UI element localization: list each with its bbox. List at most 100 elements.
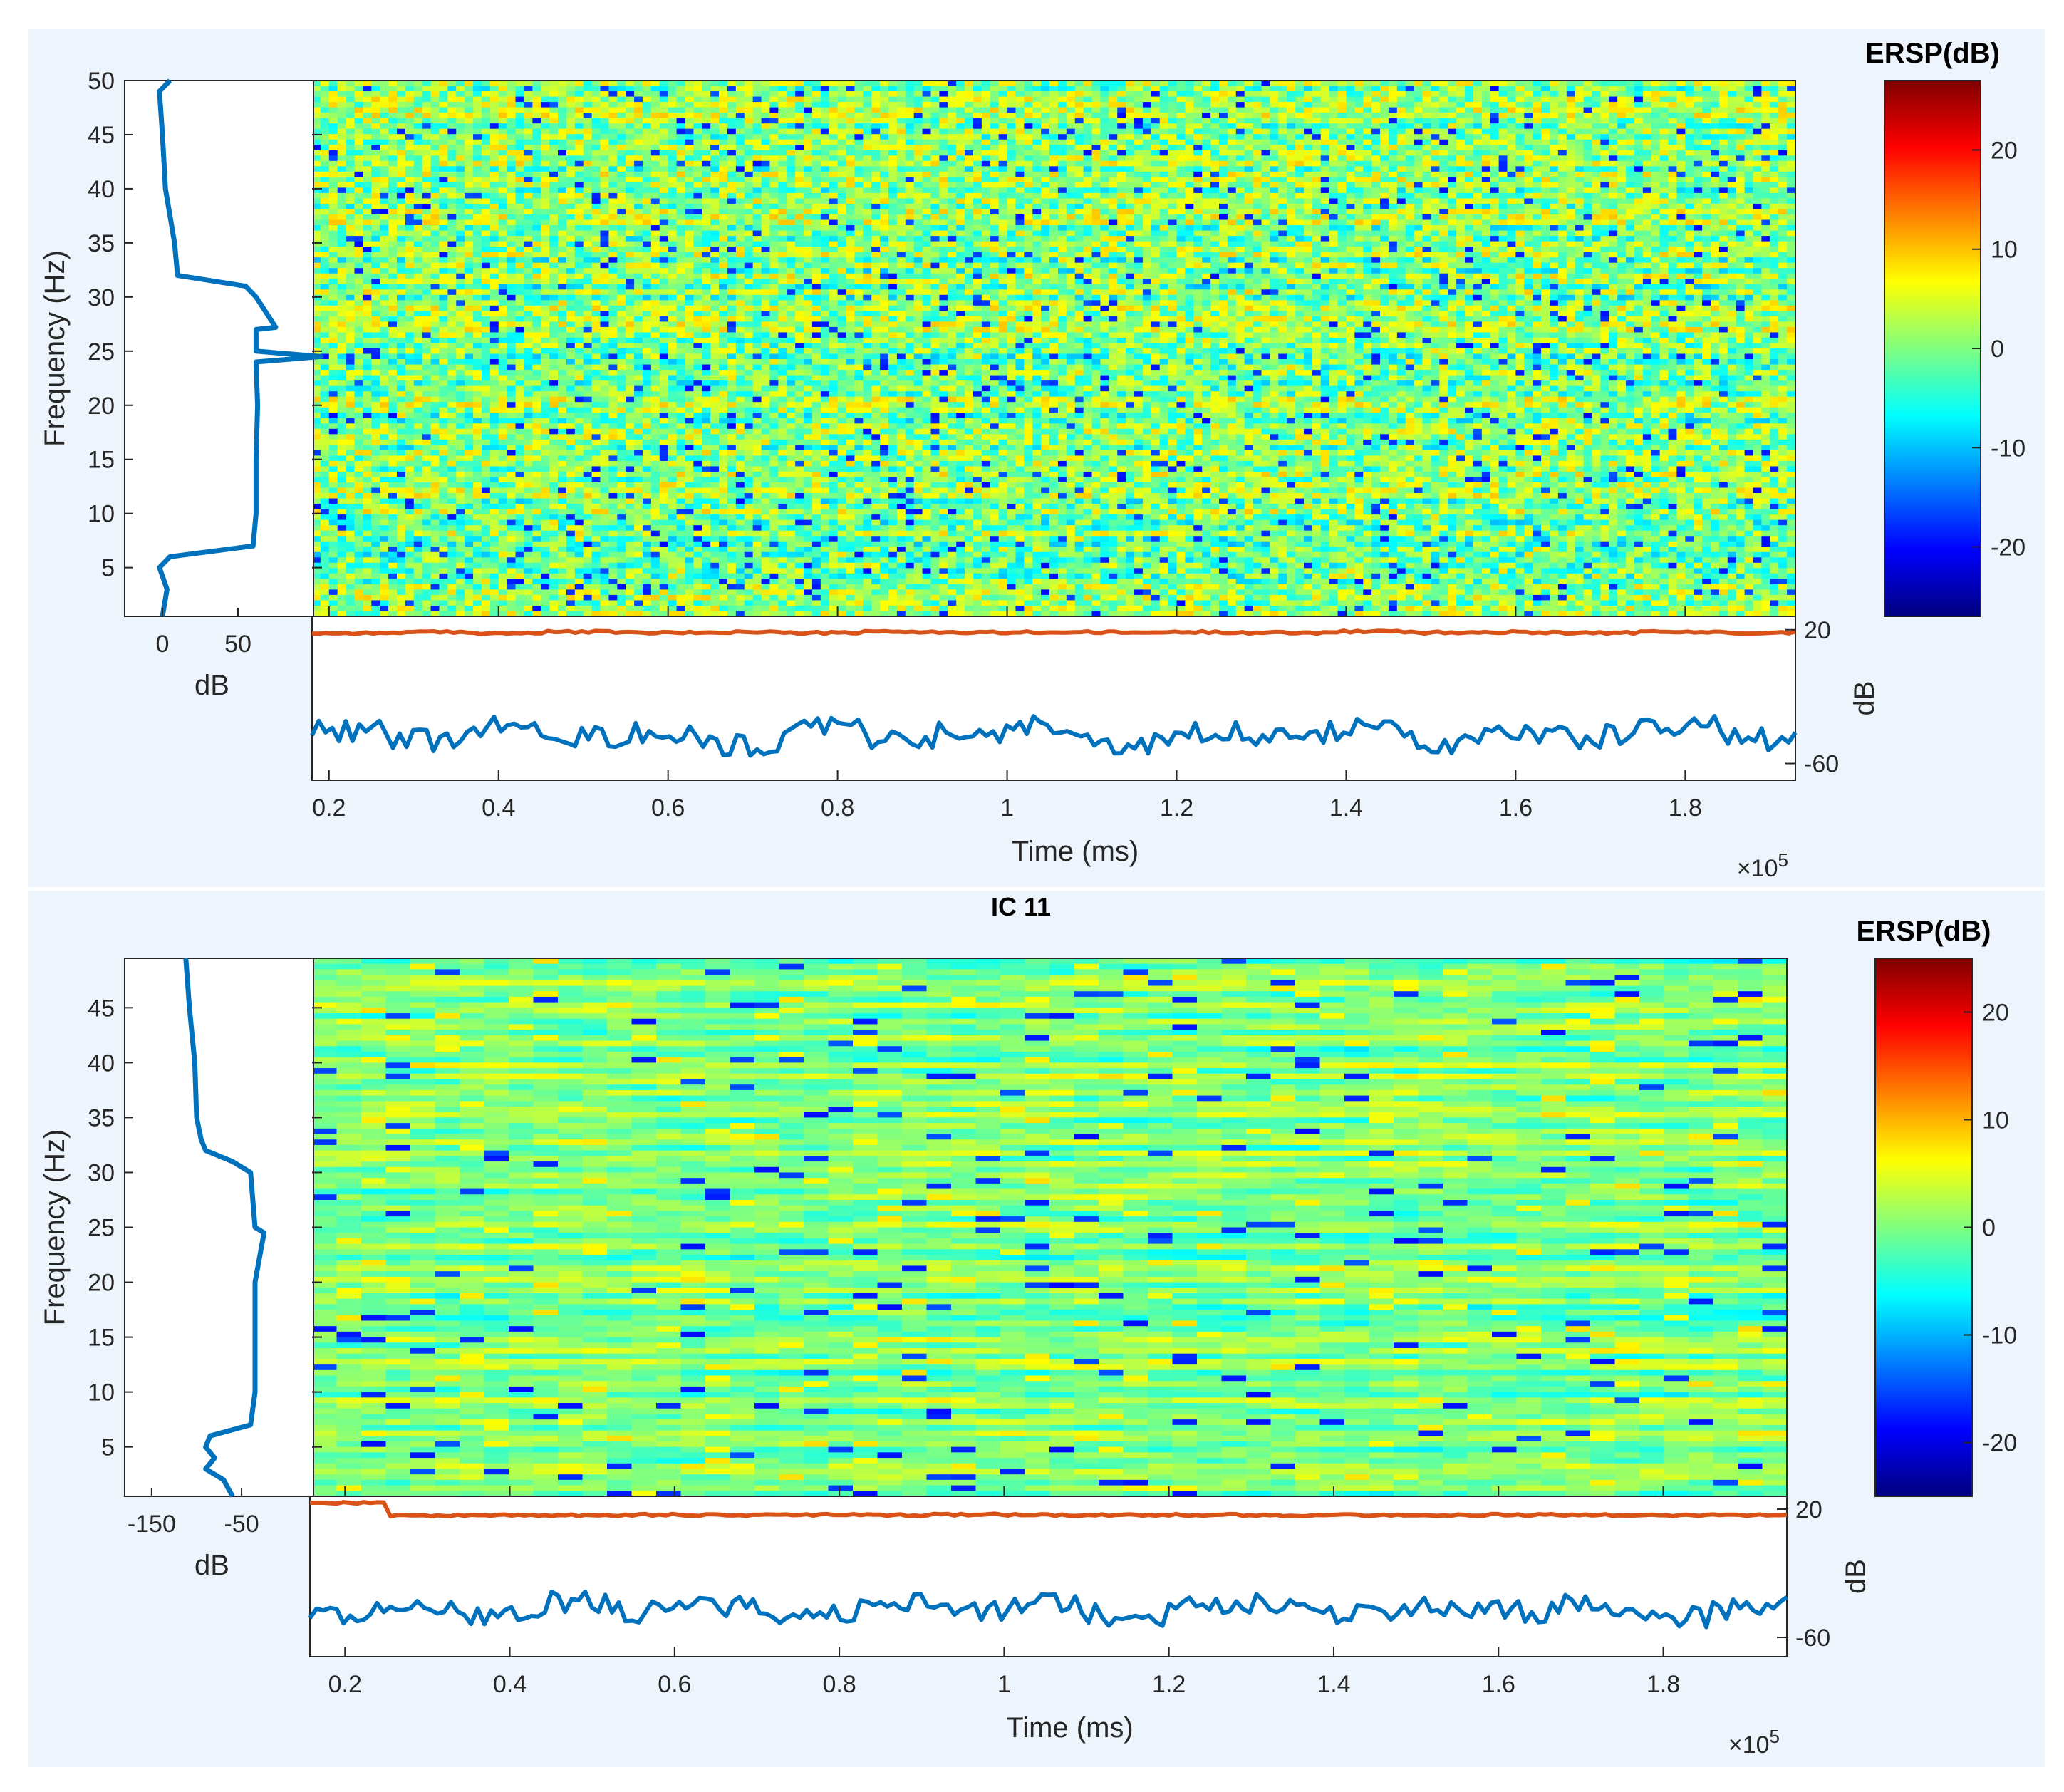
heatmap-cell [1456, 177, 1465, 182]
heatmap-cell [431, 231, 440, 237]
heatmap-cell [1371, 150, 1381, 156]
heatmap-cell [516, 225, 525, 231]
heatmap-cell [1626, 118, 1635, 124]
heatmap-cell [1770, 113, 1779, 118]
heatmap-cell [422, 134, 432, 140]
heatmap-cell [1245, 145, 1254, 150]
heatmap-cell [1041, 86, 1050, 92]
heatmap-cell [1745, 140, 1754, 145]
heatmap-cell [1753, 193, 1763, 199]
heatmap-cell [388, 166, 398, 172]
heatmap-cell [1067, 123, 1076, 129]
heatmap-cell [1304, 91, 1313, 97]
heatmap-cell [745, 102, 754, 108]
heatmap-cell [677, 155, 686, 161]
heatmap-cell [1058, 129, 1067, 135]
heatmap-cell [1448, 140, 1457, 145]
heatmap-cell [821, 193, 830, 199]
heatmap-cell [1185, 118, 1194, 124]
heatmap-cell [584, 182, 593, 188]
heatmap-cell [1092, 134, 1101, 140]
heatmap-cell [1253, 182, 1262, 188]
heatmap-cell [863, 198, 872, 204]
heatmap-cell [1067, 150, 1076, 156]
heatmap-cell [1592, 214, 1601, 220]
heatmap-cell [1278, 129, 1287, 135]
heatmap-cell [1669, 193, 1678, 199]
heatmap-cell [1651, 193, 1661, 199]
heatmap-cell [710, 81, 720, 86]
heatmap-cell [1363, 81, 1372, 86]
heatmap-cell [346, 155, 356, 161]
heatmap-cell [846, 108, 856, 113]
heatmap-cell [1482, 172, 1491, 177]
heatmap-cell [1533, 198, 1542, 204]
heatmap-cell [1533, 118, 1542, 124]
heatmap-cell [1346, 209, 1355, 214]
heatmap-cell [948, 140, 957, 145]
heatmap-cell [795, 225, 804, 231]
heatmap-cell [973, 97, 982, 103]
heatmap-cell [634, 204, 643, 209]
heatmap-cell [1278, 204, 1287, 209]
heatmap-cell [1592, 145, 1601, 150]
heatmap-cell [1508, 97, 1517, 103]
heatmap-cell [702, 91, 711, 97]
heatmap-cell [1024, 172, 1033, 177]
heatmap-cell [566, 102, 576, 108]
heatmap-cell [1236, 140, 1245, 145]
heatmap-cell [1508, 182, 1517, 188]
heatmap-cell [1295, 81, 1305, 86]
heatmap-cell [693, 91, 702, 97]
heatmap-cell [601, 182, 610, 188]
heatmap-cell [677, 204, 686, 209]
heatmap-cell [965, 231, 974, 237]
heatmap-cell [710, 155, 720, 161]
heatmap-cell [1584, 102, 1593, 108]
heatmap-cell [660, 145, 669, 150]
heatmap-cell [1499, 129, 1508, 135]
heatmap-cell [762, 102, 771, 108]
heatmap-cell [1617, 155, 1627, 161]
heatmap-cell [787, 209, 796, 214]
heatmap-cell [1278, 166, 1287, 172]
heatmap-cell [838, 187, 847, 193]
heatmap-cell [745, 198, 754, 204]
heatmap-cell [1126, 209, 1135, 214]
heatmap-cell [939, 155, 948, 161]
heatmap-cell [1210, 214, 1220, 220]
heatmap-cell [846, 172, 856, 177]
heatmap-cell [727, 134, 736, 140]
heatmap-cell [871, 86, 881, 92]
heatmap-cell [973, 214, 982, 220]
heatmap-cell [973, 102, 982, 108]
heatmap-cell [1770, 204, 1779, 209]
heatmap-cell [601, 108, 610, 113]
heatmap-cell [422, 182, 432, 188]
heatmap-cell [990, 214, 1000, 220]
heatmap-cell [1567, 214, 1576, 220]
heatmap-cell [795, 86, 804, 92]
heatmap-cell [745, 113, 754, 118]
heatmap-cell [685, 214, 694, 220]
heatmap-cell [948, 204, 957, 209]
heatmap-cell [431, 129, 440, 135]
heatmap-cell [1117, 220, 1126, 226]
heatmap-cell [1270, 204, 1279, 209]
heatmap-cell [1626, 209, 1635, 214]
heatmap-cell [965, 225, 974, 231]
heatmap-cell [1312, 91, 1322, 97]
heatmap-cell [499, 97, 508, 103]
heatmap-cell [1228, 214, 1237, 220]
heatmap-cell [710, 134, 720, 140]
heatmap-cell [1151, 155, 1161, 161]
heatmap-cell [1694, 140, 1703, 145]
heatmap-cell [1058, 97, 1067, 103]
heatmap-cell [329, 140, 338, 145]
heatmap-cell [1473, 177, 1483, 182]
heatmap-cell [380, 187, 389, 193]
heatmap-cell [999, 214, 1008, 220]
heatmap-cell [1058, 204, 1067, 209]
heatmap-cell [532, 225, 541, 231]
heatmap-cell [1261, 193, 1270, 199]
